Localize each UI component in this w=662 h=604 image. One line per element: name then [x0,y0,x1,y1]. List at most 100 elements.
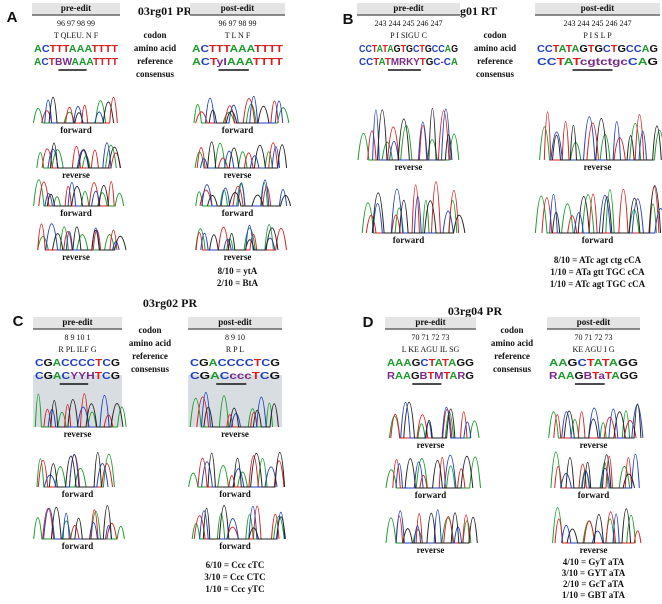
trace-label: forward [219,541,251,551]
chromatogram-trace [46,184,109,207]
reference-sequence: ACTTTAAATTTT [192,44,283,55]
panel-title: 03rg04 PR [448,304,503,318]
row-label: amino acid [129,338,171,348]
clone-note: 2/10 = BtA [217,278,259,288]
trace-label: forward [219,489,251,499]
header-bar [32,3,120,15]
chromatogram-trace [201,179,288,207]
panel-title: 03rg02 PR [143,296,198,310]
chromatogram-trace [199,185,272,207]
clone-note: 2/10 = GcT aTA [563,579,625,589]
chromatogram-trace [48,97,115,124]
chromatogram-trace [193,505,280,540]
codon-numbers: 96 97 98 99 [219,19,257,28]
chromatogram-trace [44,182,101,207]
row-label: codon [500,325,523,335]
trace-label: reverse [224,252,252,262]
chromatogram-trace [209,227,279,251]
row-label: reference [477,56,513,66]
chromatogram-trace [36,453,115,488]
edit-header: pre-edit [62,317,92,327]
chromatogram-trace [43,507,113,540]
reference-sequence: CCTATAGTGCTGCCAG [537,44,658,55]
edit-header: post-edit [218,317,252,327]
trace-label: forward [578,490,610,500]
consensus-sequence: RAAGBTMTARG [387,371,474,382]
chromatogram-trace [554,455,633,489]
chromatogram-trace [201,392,267,428]
chromatogram-trace [196,396,258,428]
trace-label: forward [62,489,94,499]
edit-header: pre-edit [415,317,445,327]
header-bar [33,317,122,329]
panel-letter: B [343,11,354,28]
header-bar [188,317,282,329]
chromatogram-trace [207,141,288,169]
trace-label: forward [222,125,254,135]
chromatogram-trace [566,508,632,544]
chromatogram-trace [365,181,460,234]
header-bar [535,3,660,15]
chromatogram-trace [207,451,286,488]
edit-header: post-edit [577,317,611,327]
clone-note: 6/10 = Ccc cTC [206,560,265,570]
row-label: codon [143,30,166,40]
row-label: consensus [136,69,175,79]
chromatogram-trace [38,181,115,207]
codon-numbers: 70 71 72 73 [575,333,613,342]
header-bar [385,317,476,329]
chromatogram-trace [47,142,112,169]
clone-note: 3/10 = Ccc CTC [204,572,265,582]
chromatogram-trace [372,188,454,234]
codon-numbers: 243 244 245 246 247 [375,19,443,28]
consensus-sequence: RAAGBTaTAGG [549,371,638,382]
row-label: consensus [131,364,170,374]
trace-label: reverse [584,162,612,172]
chromatogram-trace [565,454,635,489]
chromatogram-trace [43,454,109,488]
trace-label: reverse [417,440,445,450]
panel-letter: C [13,313,24,330]
row-label: amino acid [491,338,533,348]
chromatogram-trace [549,194,662,234]
codon-numbers: 96 97 98 99 [57,19,95,28]
trace-label: forward [60,125,92,135]
amino-acids: T L N F [225,31,251,40]
edit-header: post-edit [581,3,615,13]
chromatogram-trace [41,97,118,124]
amino-acids: KE AGU I G [573,345,615,354]
chromatogram-trace [563,403,642,439]
chromatogram-trace [404,455,474,489]
chromatogram-trace [201,461,278,488]
chromatogram-trace [203,403,279,428]
codon-numbers: 70 71 72 73 [412,333,450,342]
chromatogram-trace [377,107,453,161]
chromatogram-trace [402,512,478,544]
chromatogram-trace [552,185,662,234]
amino-acids: R PL ILF G [58,345,96,354]
trace-label: reverse [580,545,608,555]
consensus-sequence: A C TyIA A A TTTT [192,57,283,68]
chromatogram-trace [395,454,457,489]
chromatogram-trace [207,191,292,207]
chromatogram-trace [543,111,645,161]
trace-label: forward [393,235,425,245]
edit-header: pre-edit [61,3,91,13]
reference-sequence: ACTTTAAATTTT [34,44,118,55]
clone-note: 1/10 = ATc agt TGC cCA [550,279,646,289]
chromatogram-trace [193,103,290,124]
chromatogram-trace [50,399,124,428]
reference-sequence: AAAGCTATAGG [387,358,474,369]
amino-acids: L KE AGU IL SG [402,345,460,354]
row-label: consensus [493,364,532,374]
codon-numbers: 8 9 10 1 [65,333,91,342]
clone-note: 8/10 = ATc agt ctg cCA [554,255,642,265]
chromatogram-trace [45,223,120,251]
row-label: reference [494,351,530,361]
chromatogram-trace [33,179,125,207]
trace-label: reverse [62,252,90,262]
chromatogram-trace [561,513,620,544]
